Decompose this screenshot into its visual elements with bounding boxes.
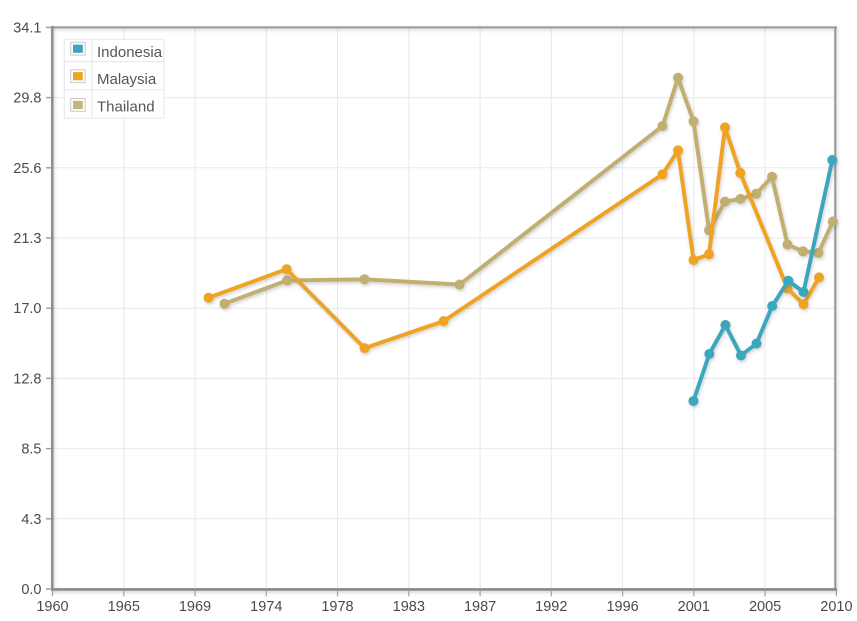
svg-text:1969: 1969: [179, 599, 211, 615]
svg-text:34.1: 34.1: [13, 20, 41, 36]
svg-text:0.0: 0.0: [21, 582, 41, 598]
svg-text:4.3: 4.3: [21, 512, 41, 528]
svg-text:1996: 1996: [606, 599, 638, 615]
svg-text:1978: 1978: [321, 599, 353, 615]
svg-text:Indonesia: Indonesia: [97, 44, 163, 61]
svg-text:1983: 1983: [393, 599, 425, 615]
svg-text:Malaysia: Malaysia: [97, 71, 157, 88]
svg-text:17.0: 17.0: [13, 301, 41, 317]
svg-text:12.8: 12.8: [13, 371, 41, 387]
svg-text:Thailand: Thailand: [97, 98, 155, 115]
svg-text:29.8: 29.8: [13, 91, 41, 107]
svg-text:25.6: 25.6: [13, 161, 41, 177]
svg-text:1987: 1987: [464, 599, 496, 615]
svg-text:1960: 1960: [36, 599, 68, 615]
svg-text:21.3: 21.3: [13, 231, 41, 247]
svg-text:1965: 1965: [108, 599, 140, 615]
svg-text:1992: 1992: [535, 599, 567, 615]
svg-text:2001: 2001: [678, 599, 710, 615]
svg-text:2005: 2005: [749, 599, 781, 615]
svg-text:1974: 1974: [250, 599, 282, 615]
svg-text:8.5: 8.5: [21, 442, 41, 458]
svg-text:2010: 2010: [820, 599, 852, 615]
